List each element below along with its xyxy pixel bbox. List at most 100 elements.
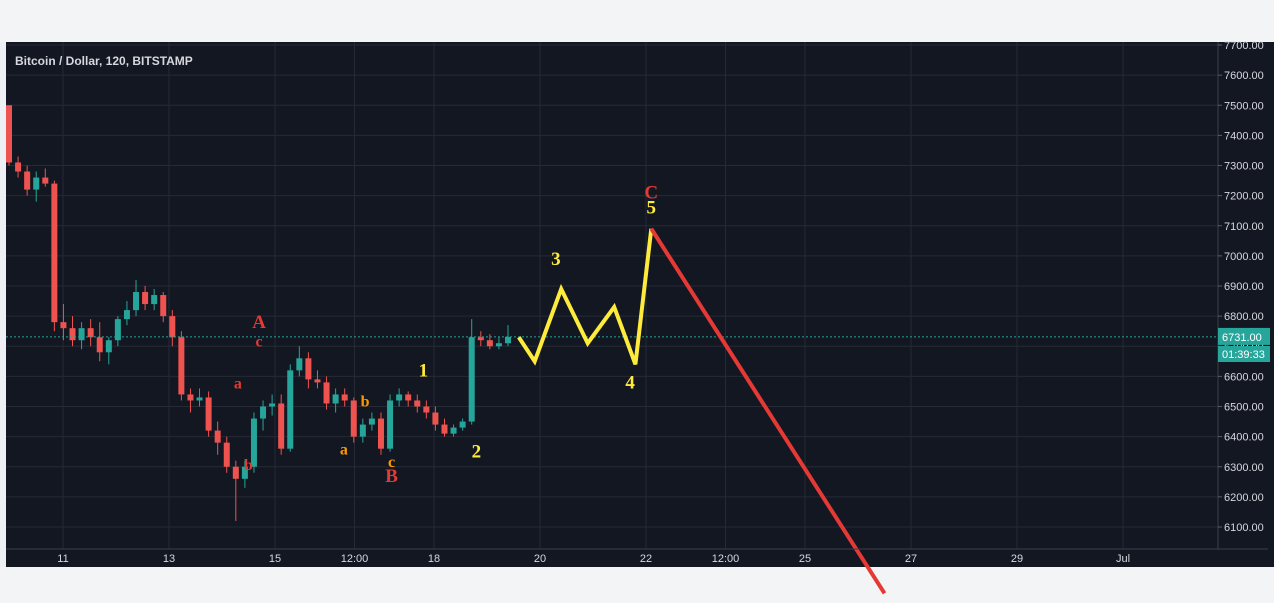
candle-body [278,403,285,449]
price-tick-label: 7500.00 [1224,100,1264,112]
candle-body [269,403,276,407]
time-tick-label: 25 [799,553,811,565]
candle-body [223,442,230,467]
candle-body [396,394,403,401]
wave-label: C [644,183,658,204]
wave-label: c [388,454,395,471]
time-axis: 11 13 15 12:00 18 20 22 12:00 25 27 29 Jul [57,553,1130,565]
candle-body [196,397,203,401]
price-tick-label: 7600.00 [1224,70,1264,82]
candle-body [96,337,103,353]
candle-body [78,328,85,341]
candle-body [486,340,493,347]
price-tick-label: 7700.00 [1224,40,1264,52]
candle-body [214,430,221,443]
time-tick-label: 15 [269,553,281,565]
candle-body [250,418,257,467]
candle-body [387,400,394,449]
candle-body [341,394,348,401]
wave-label: a [340,442,348,459]
wave-label: b [244,457,253,474]
bearish-projection-line [649,227,887,595]
candle-body [305,358,312,380]
candle-body [423,406,430,413]
last-price-badge [1218,327,1270,345]
candle-body [495,343,502,347]
time-tick-label: 13 [163,553,175,565]
candle-body [51,183,58,323]
candle-body [414,400,421,407]
candle-body [87,328,94,338]
candle-body [450,427,457,434]
price-tick-label: 6500.00 [1224,402,1264,414]
time-tick-label: 22 [640,553,652,565]
candle-body [6,105,12,163]
time-tick-label: 12:00 [712,553,740,565]
time-tick-label: Jul [1116,553,1130,565]
bottom-margin [0,567,1274,603]
candle-body [323,382,330,404]
candle-body [377,418,384,449]
wave-label: 5 [647,198,657,219]
candle-body [477,337,484,341]
price-tick-label: 6800.00 [1224,311,1264,323]
candle-body [432,412,439,425]
candle-body [15,162,22,172]
symbol-title: Bitcoin / Dollar, 120, BITSTAMP [15,54,193,68]
price-tick-label: 7100.00 [1224,221,1264,233]
price-tick-label: 6600.00 [1224,371,1264,383]
price-tick-label: 7200.00 [1224,191,1264,203]
candle-body [505,336,511,344]
price-tick-label: 7400.00 [1224,130,1264,142]
candlestick-series [6,105,511,521]
candle-body [296,358,303,371]
candle-body [114,319,121,341]
price-axis-bg [1218,42,1274,549]
candle-body [287,370,294,449]
elliott-wave-projection [517,228,654,366]
price-tick-label: 6100.00 [1224,522,1264,534]
candle-body [368,418,375,425]
wave-label: B [385,466,398,487]
candle-body [42,177,49,184]
candle-body [359,424,366,437]
candle-body [332,394,339,404]
price-tick-label: 7000.00 [1224,251,1264,263]
candle-body [33,177,40,190]
candle-body [142,292,149,305]
candle-body [133,292,140,311]
candle-body [405,394,412,401]
price-tick-label: 6300.00 [1224,462,1264,474]
candle-body [178,337,185,395]
candle-body [441,424,448,434]
candle-body [24,171,31,190]
price-tick-label: 6900.00 [1224,281,1264,293]
candle-body [123,310,130,320]
wave-label: b [361,394,370,411]
wave-label: a [234,375,242,392]
bar-countdown: 01:39:33 [1222,349,1265,361]
chart-grid [6,42,1218,549]
candle-body [314,379,321,383]
time-tick-label: 18 [428,553,440,565]
top-margin [0,0,1274,42]
time-tick-label: 29 [1011,553,1023,565]
price-tick-label: 7300.00 [1224,161,1264,173]
candle-body [69,328,76,341]
candle-body [232,466,239,479]
candle-body [60,322,67,329]
time-tick-label: 27 [905,553,917,565]
candle-body [468,337,475,422]
candle-body [160,295,167,317]
candle-body [105,340,112,353]
price-tick-label: 6200.00 [1224,492,1264,504]
candle-body [459,421,466,428]
countdown-badge [1218,346,1270,362]
time-tick-label: 12:00 [341,553,369,565]
chart-panel[interactable] [6,42,1274,567]
wave-label: 4 [625,372,635,393]
last-price-value: 6731.00 [1222,332,1262,344]
wave-label: 1 [419,360,429,381]
